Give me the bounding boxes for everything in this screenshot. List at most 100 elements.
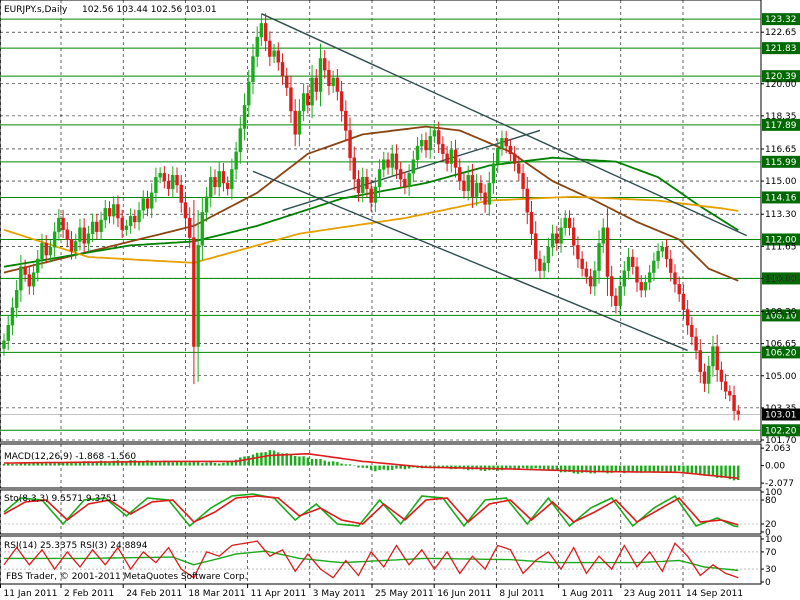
macd-histogram-bar: [407, 465, 411, 469]
time-axis[interactable]: 11 Jan 2011 2 Feb 2011 24 Feb 2011 18 Mar 2…: [0, 584, 744, 599]
macd-title: MACD(12,26,9) -1.868 -1.560: [4, 452, 136, 462]
macd-histogram-bar: [669, 465, 672, 473]
macd-histogram-bar: [445, 465, 449, 469]
level-price-tag-label: 112.00: [765, 235, 797, 245]
macd-histogram-bar: [382, 465, 385, 470]
level-price-tag-label: 110.00: [765, 274, 797, 284]
candle-body: [685, 309, 690, 326]
macd-histogram-bar: [327, 461, 331, 466]
macd-histogram-bar: [374, 465, 377, 472]
price-grid: [0, 0, 761, 442]
macd-histogram-bar: [547, 465, 550, 471]
macd-histogram-bar: [251, 454, 255, 466]
sub-axis-tick-label: 80: [765, 496, 777, 506]
trendline[interactable]: [282, 129, 541, 211]
candle-body: [19, 266, 23, 291]
candle-body: [605, 227, 610, 277]
candle-body: [618, 286, 622, 306]
candle-body: [550, 233, 555, 248]
macd-histogram-bar: [526, 465, 529, 469]
candle-body: [631, 256, 635, 267]
price-axis[interactable]: 122.65 120.00 118.35 116.65 115.00 113.30 111.…: [0, 28, 800, 446]
macd-histogram-bar: [167, 461, 170, 466]
macd-histogram-bar: [218, 463, 221, 466]
macd-histogram-bar: [213, 462, 217, 466]
candle-body: [474, 182, 479, 197]
macd-histogram-bar: [230, 460, 234, 466]
sub-axis-tick-label: 100: [765, 488, 782, 498]
trendline[interactable]: [252, 170, 688, 352]
trendline[interactable]: [261, 13, 748, 237]
candle-body: [61, 217, 65, 230]
candle-body: [10, 307, 15, 326]
candle-body: [183, 202, 188, 219]
macd-histogram-bar: [534, 465, 537, 469]
candle-body: [293, 110, 297, 135]
candle-body: [69, 239, 74, 252]
candle-body: [242, 104, 247, 129]
candle-body: [428, 136, 432, 151]
macd-histogram-bar: [682, 465, 685, 473]
level-price-tag: [762, 346, 800, 359]
candle-body: [187, 217, 192, 238]
macd-histogram-bar: [306, 457, 310, 466]
level-price-tag: [762, 191, 800, 204]
macd-histogram-bar: [593, 465, 596, 474]
candle-body: [479, 182, 483, 193]
macd-histogram-bar: [78, 462, 82, 466]
rsi-main-line: [3, 540, 739, 579]
candle-body: [707, 365, 711, 384]
candle-body: [2, 340, 6, 349]
candle-body: [411, 159, 416, 174]
macd-histogram-bar: [28, 463, 31, 466]
candle-body: [23, 266, 27, 275]
price-tick-label: 116.65: [765, 145, 797, 155]
candle-body: [31, 272, 36, 287]
macd-histogram-bar: [293, 456, 297, 466]
time-tick-label: 24 Feb 2011: [126, 589, 182, 599]
macd-histogram-bar: [239, 457, 242, 466]
horizontal-levels[interactable]: 123.32 121.83 120.39 117.89 115.99 114.16 112.…: [0, 13, 800, 437]
candle-body: [390, 153, 394, 168]
macd-histogram-bar: [614, 465, 618, 472]
candle-body: [572, 227, 576, 246]
macd-histogram-bar: [504, 465, 508, 469]
macd-histogram-bar: [70, 461, 73, 466]
candle-body: [652, 260, 656, 273]
macd-histogram-bar: [395, 465, 398, 469]
macd-panel[interactable]: 2.063 0.00 -2.077 MACD(12,26,9) -1.868 -1.…: [0, 443, 794, 489]
rsi-signal-line: [4, 550, 739, 572]
macd-histogram-bar: [133, 460, 137, 466]
candle-body: [373, 186, 378, 203]
candle-body: [107, 208, 112, 217]
price-tick-label: 122.65: [765, 28, 797, 38]
macd-histogram-bar: [429, 465, 432, 467]
candle-body: [74, 241, 78, 252]
candle-body: [141, 198, 145, 211]
candle-body: [90, 221, 95, 234]
level-price-tag: [762, 233, 800, 246]
moving-average-slow: [3, 195, 739, 264]
candle-body: [251, 56, 255, 83]
price-panel[interactable]: 123.32 121.83 120.39 117.89 115.99 114.16 112.…: [0, 0, 800, 446]
macd-histogram-bar: [673, 465, 677, 472]
macd-histogram-bar: [260, 452, 263, 466]
macd-histogram-bar: [703, 465, 706, 476]
candle-body: [124, 225, 129, 230]
macd-histogram-bar: [492, 465, 495, 470]
sub-axis-tick-label: 70: [765, 548, 777, 558]
candle-body: [449, 149, 454, 164]
candle-body: [217, 171, 221, 188]
macd-histogram-bar: [559, 465, 563, 473]
macd-histogram-bar: [137, 461, 141, 466]
level-price-tag-label: 108.10: [765, 311, 797, 321]
candle-body: [310, 77, 314, 106]
candle-body: [483, 192, 487, 205]
candle-body: [639, 282, 643, 291]
trendlines[interactable]: [252, 13, 748, 352]
candle-body: [162, 173, 167, 182]
